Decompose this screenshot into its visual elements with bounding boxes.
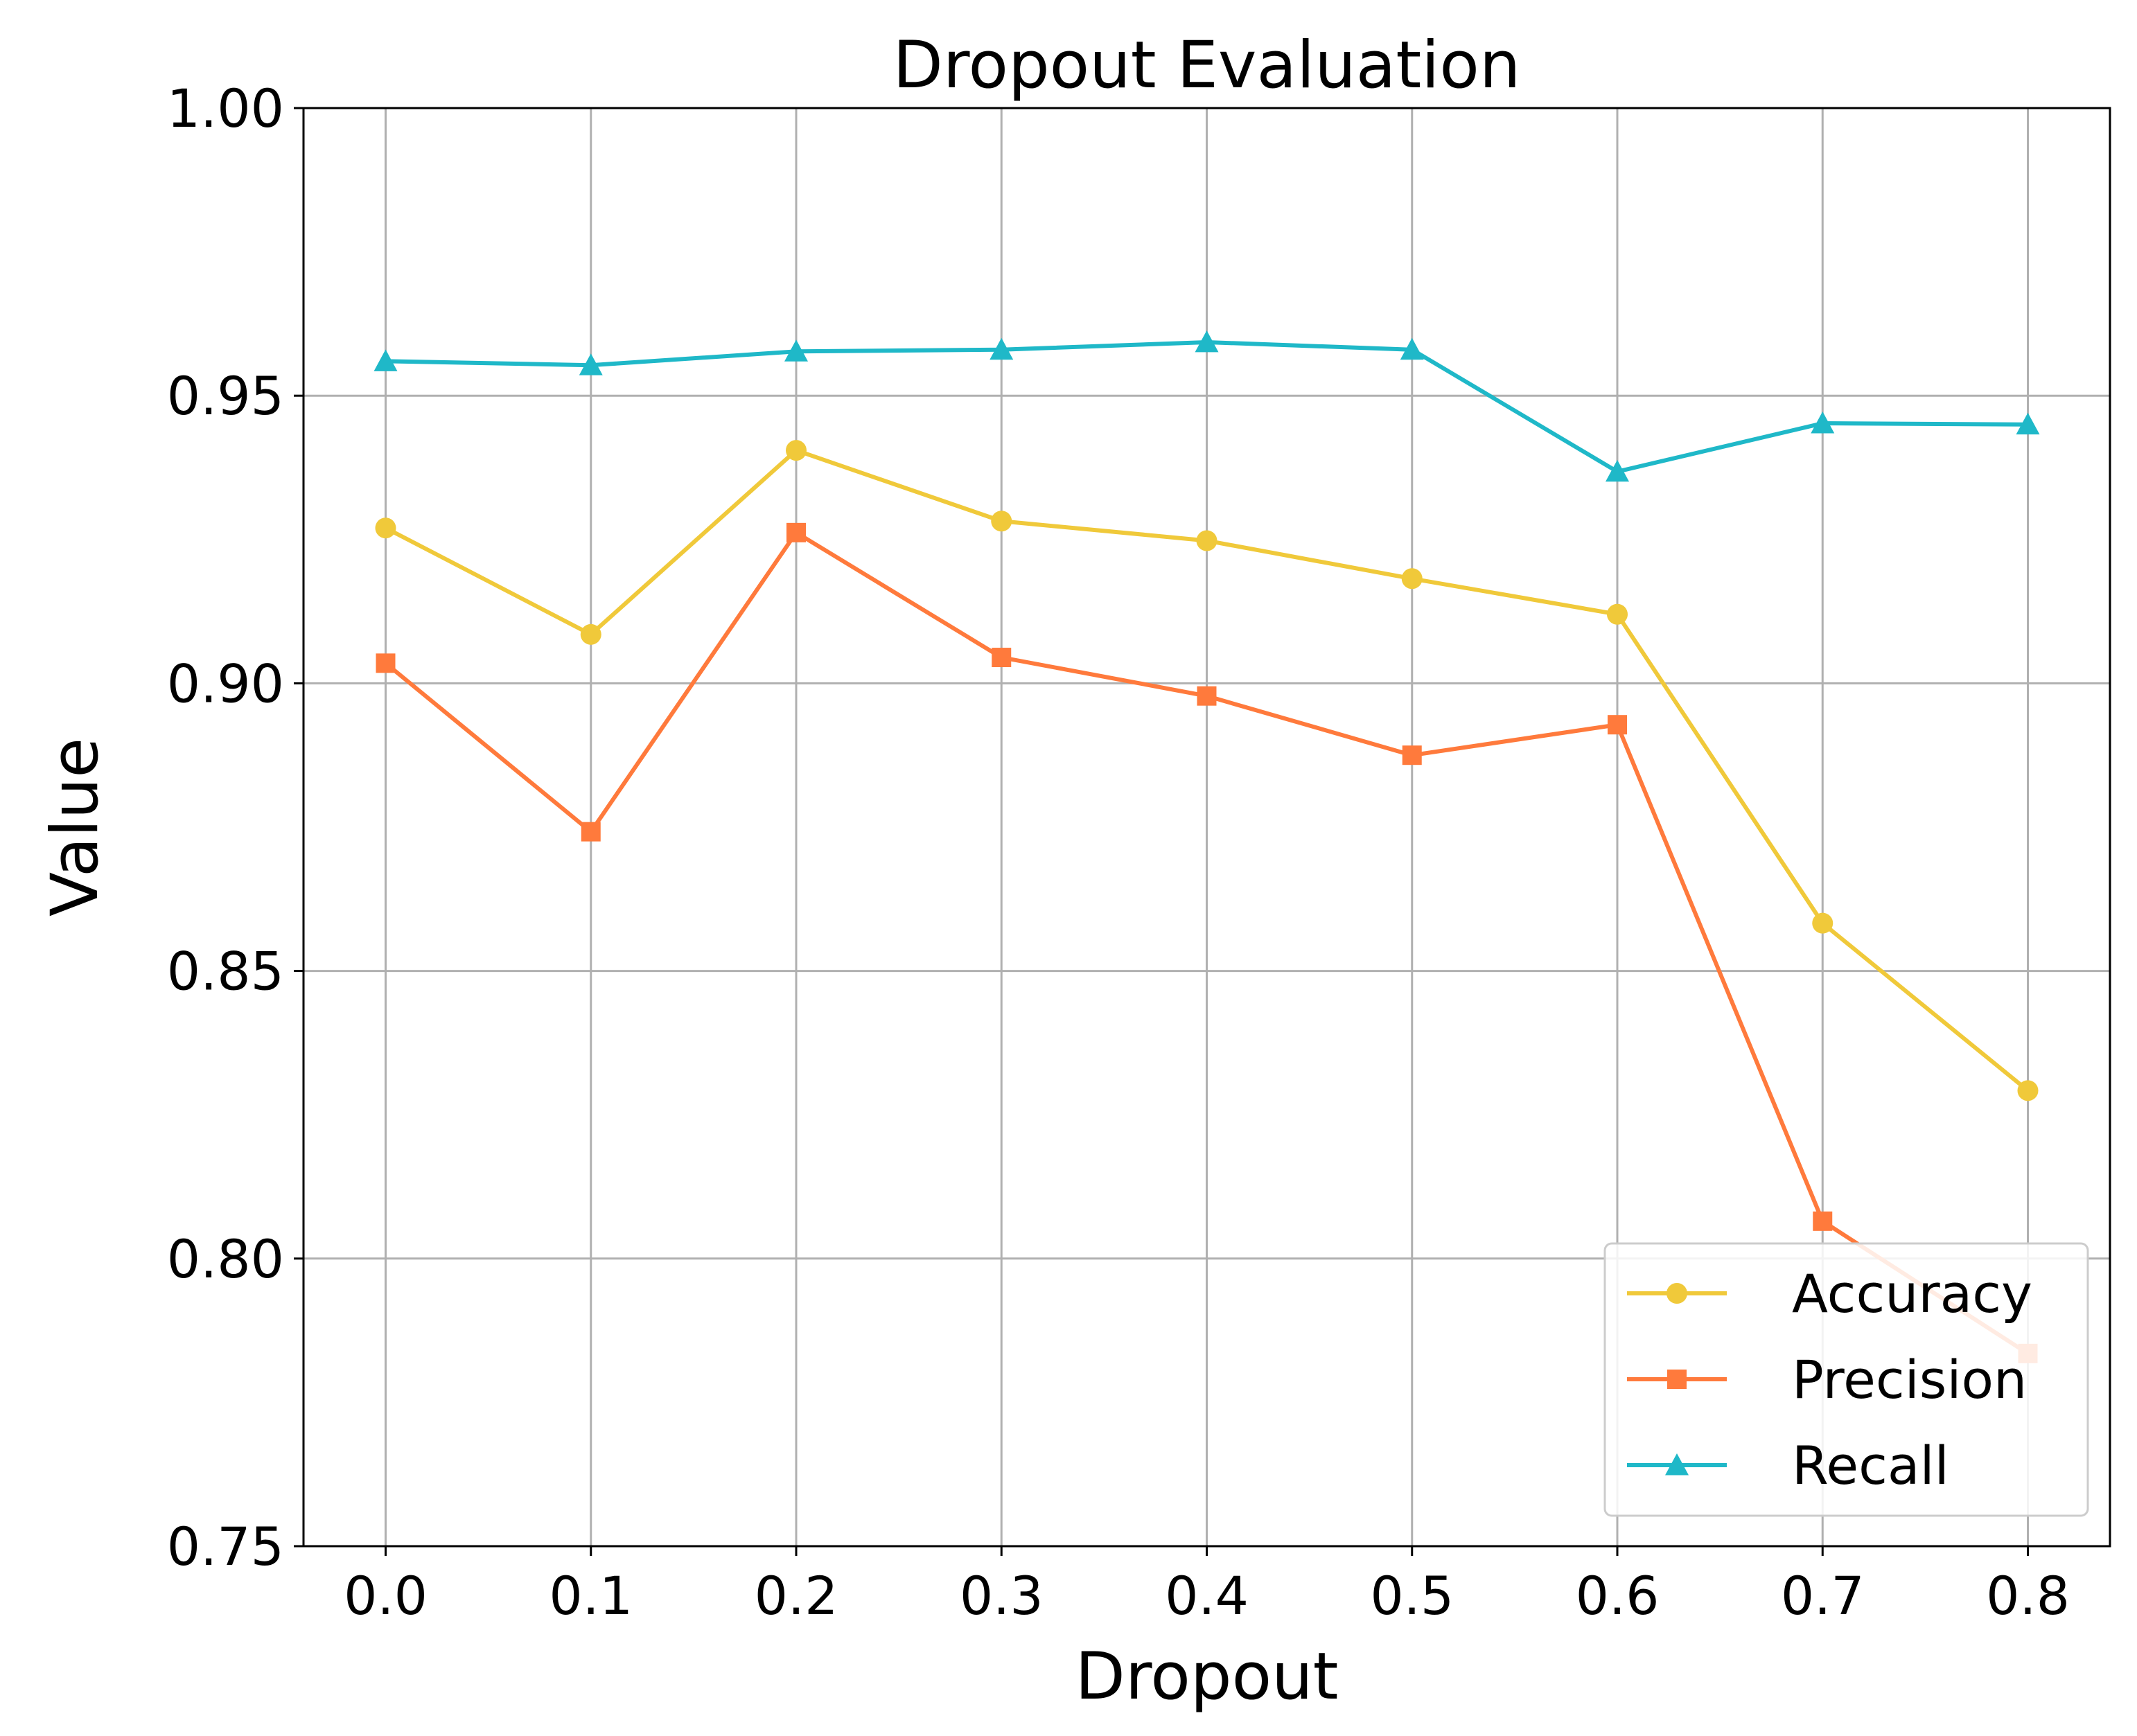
x-tick-label: 0.3 — [960, 1565, 1044, 1627]
accuracy-point — [1196, 530, 1217, 551]
accuracy-point — [375, 517, 396, 539]
x-tick-label: 0.1 — [549, 1565, 633, 1627]
legend-accuracy-label: Accuracy — [1792, 1263, 2032, 1325]
recall-series — [373, 330, 2040, 482]
precision-point — [1608, 715, 1627, 735]
legend-accuracy-marker — [1666, 1283, 1687, 1304]
legend-recall-label: Recall — [1792, 1435, 1949, 1496]
precision-point — [992, 648, 1012, 668]
x-axis-label: Dropout — [1075, 1639, 1338, 1715]
recall-point — [373, 349, 398, 371]
recall-point — [784, 339, 808, 362]
x-tick-label: 0.7 — [1781, 1565, 1865, 1627]
accuracy-point — [1812, 912, 1833, 934]
x-tick-label: 0.8 — [1986, 1565, 2070, 1627]
accuracy-point — [580, 623, 601, 645]
accuracy-point — [1607, 603, 1628, 625]
x-tick-label: 0.2 — [755, 1565, 838, 1627]
accuracy-point — [991, 511, 1012, 532]
accuracy-series — [375, 440, 2039, 1101]
y-tick-label: 0.80 — [167, 1228, 284, 1290]
precision-point — [376, 653, 396, 673]
y-tick-label: 0.75 — [167, 1516, 284, 1577]
accuracy-point — [786, 440, 807, 461]
accuracy-point — [2017, 1080, 2039, 1101]
x-tick-label: 0.6 — [1576, 1565, 1660, 1627]
recall-point — [990, 337, 1014, 360]
precision-point — [786, 522, 806, 542]
chart-title: Dropout Evaluation — [893, 28, 1521, 103]
x-tick-label: 0.5 — [1370, 1565, 1454, 1627]
ticks: 0.0 0.1 0.2 0.3 0.4 0.5 0.6 0.7 0.8 0.75 0.80 0.85 0… — [167, 78, 2070, 1627]
precision-point — [1197, 686, 1217, 706]
legend-recall-marker — [1665, 1453, 1689, 1476]
y-tick-label: 0.90 — [167, 653, 284, 714]
precision-point — [1402, 745, 1422, 765]
recall-point — [1195, 330, 1219, 353]
recall-point — [1811, 411, 1835, 434]
legend-box — [1603, 1242, 2089, 1517]
precision-point — [1813, 1211, 1833, 1231]
y-tick-label: 1.00 — [167, 78, 284, 139]
accuracy-point — [1401, 568, 1423, 590]
y-axis-label: Value — [37, 738, 113, 916]
recall-point — [2016, 412, 2040, 435]
x-tick-label: 0.0 — [344, 1565, 428, 1627]
y-tick-label: 0.95 — [167, 365, 284, 427]
y-tick-label: 0.85 — [167, 941, 284, 1002]
recall-point — [1606, 459, 1629, 482]
legend-precision-marker — [1667, 1370, 1687, 1389]
precision-point — [581, 822, 601, 842]
recall-point — [579, 353, 603, 375]
legend: Accuracy Precision Recall — [1603, 1242, 2089, 1517]
recall-point — [1400, 337, 1424, 360]
legend-precision-label: Precision — [1792, 1349, 2027, 1410]
x-tick-label: 0.4 — [1165, 1565, 1249, 1627]
